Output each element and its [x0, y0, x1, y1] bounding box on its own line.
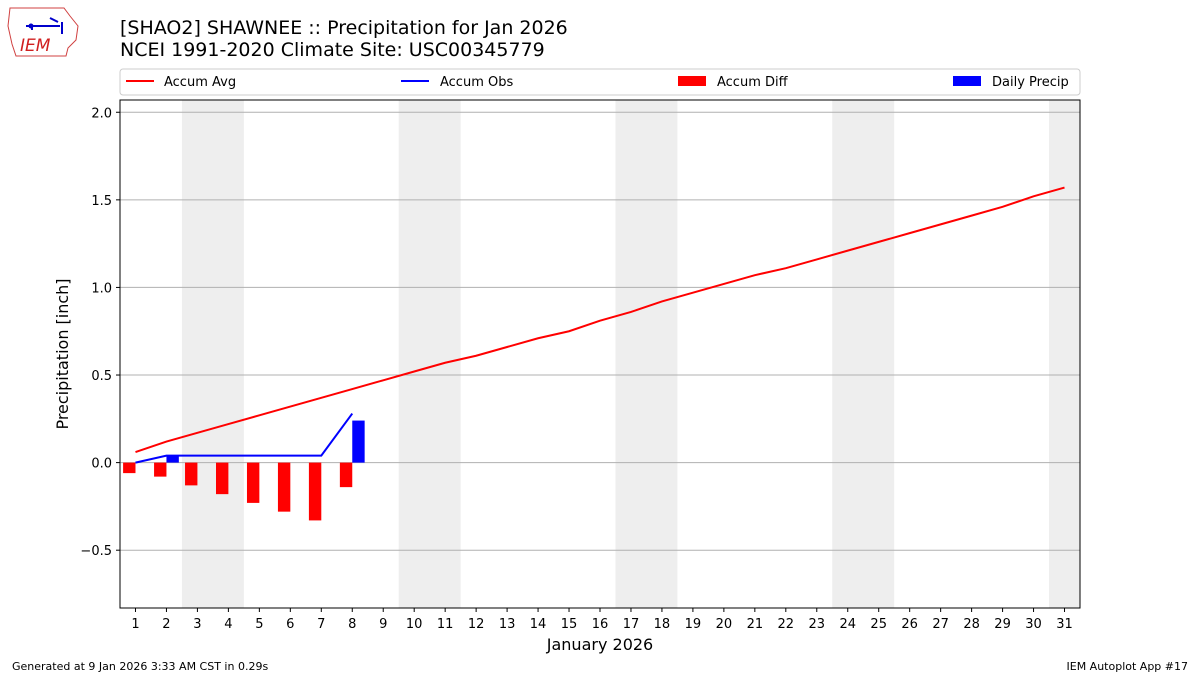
- x-tick-label: 10: [406, 617, 423, 632]
- svg-text:IEM: IEM: [20, 36, 51, 56]
- x-tick-label: 26: [901, 617, 918, 632]
- x-tick-label: 2: [162, 617, 170, 632]
- x-tick-label: 14: [530, 617, 547, 632]
- accum-diff-bar: [339, 462, 353, 488]
- x-tick-label: 3: [193, 617, 201, 632]
- x-tick-label: 28: [963, 617, 980, 632]
- x-tick-label: 19: [685, 617, 702, 632]
- legend-label-obs: Accum Obs: [440, 75, 513, 90]
- legend-swatch-diff: [678, 76, 706, 86]
- weekend-shade: [398, 100, 461, 608]
- weekend-shade: [832, 100, 895, 608]
- accum-diff-bar: [123, 462, 136, 474]
- weekend-shade: [615, 100, 678, 608]
- x-tick-label: 23: [809, 617, 826, 632]
- x-tick-label: 16: [592, 617, 609, 632]
- x-tick-label: 5: [255, 617, 263, 632]
- x-tick-label: 21: [747, 617, 764, 632]
- x-tick-label: 30: [1025, 617, 1042, 632]
- x-tick-label: 20: [716, 617, 733, 632]
- x-tick-label: 6: [286, 617, 294, 632]
- y-tick-label: 1.0: [91, 281, 112, 296]
- y-tick-label: 0.5: [91, 369, 112, 384]
- x-tick-label: 8: [348, 617, 356, 632]
- daily-precip-bar: [166, 455, 179, 463]
- x-tick-label: 1: [131, 617, 139, 632]
- chart-subtitle: NCEI 1991-2020 Climate Site: USC00345779: [120, 39, 545, 61]
- x-tick-label: 18: [654, 617, 671, 632]
- iem-logo: IEM: [7, 7, 79, 57]
- legend-label-daily: Daily Precip: [992, 75, 1069, 90]
- x-tick-label: 22: [778, 617, 795, 632]
- x-tick-label: 13: [499, 617, 516, 632]
- x-tick-label: 25: [870, 617, 887, 632]
- accum-diff-bar: [277, 462, 291, 512]
- accum-diff-bar: [185, 462, 198, 486]
- x-tick-label: 29: [994, 617, 1011, 632]
- y-tick-label: −0.5: [80, 544, 112, 559]
- chart-title: [SHAO2] SHAWNEE :: Precipitation for Jan…: [120, 17, 568, 39]
- footer-generated: Generated at 9 Jan 2026 3:33 AM CST in 0…: [12, 660, 269, 673]
- weekend-shade: [1049, 100, 1080, 608]
- y-tick-label: 0.0: [91, 457, 112, 472]
- legend-swatch-daily: [953, 76, 981, 86]
- plot-frame: [119, 99, 1081, 609]
- y-axis-label: Precipitation [inch]: [53, 278, 72, 429]
- legend-label-avg: Accum Avg: [164, 75, 236, 90]
- accum-diff-bar: [216, 462, 229, 495]
- x-tick-label: 17: [623, 617, 640, 632]
- x-tick-label: 4: [224, 617, 232, 632]
- weekend-shade: [181, 100, 244, 608]
- x-tick-label: 27: [932, 617, 949, 632]
- legend: Accum Avg Accum Obs Accum Diff Daily Pre…: [119, 68, 1081, 96]
- accum-obs-line: [135, 412, 354, 464]
- daily-precip-bar: [352, 420, 365, 463]
- x-tick-label: 24: [839, 617, 856, 632]
- accum-diff-bar: [308, 462, 322, 521]
- x-tick-label: 15: [561, 617, 578, 632]
- accum-diff-bar: [154, 462, 167, 477]
- x-tick-label: 9: [379, 617, 387, 632]
- y-tick-label: 1.5: [91, 194, 112, 209]
- x-tick-label: 31: [1056, 617, 1073, 632]
- accum-diff-bar: [246, 462, 260, 503]
- x-tick-label: 7: [317, 617, 325, 632]
- x-axis-label: January 2026: [546, 635, 653, 654]
- x-tick-label: 12: [468, 617, 485, 632]
- x-tick-label: 11: [437, 617, 454, 632]
- footer-app: IEM Autoplot App #17: [1066, 660, 1189, 673]
- y-tick-label: 2.0: [91, 106, 112, 121]
- legend-label-diff: Accum Diff: [717, 75, 789, 90]
- accum-avg-line: [135, 186, 1065, 454]
